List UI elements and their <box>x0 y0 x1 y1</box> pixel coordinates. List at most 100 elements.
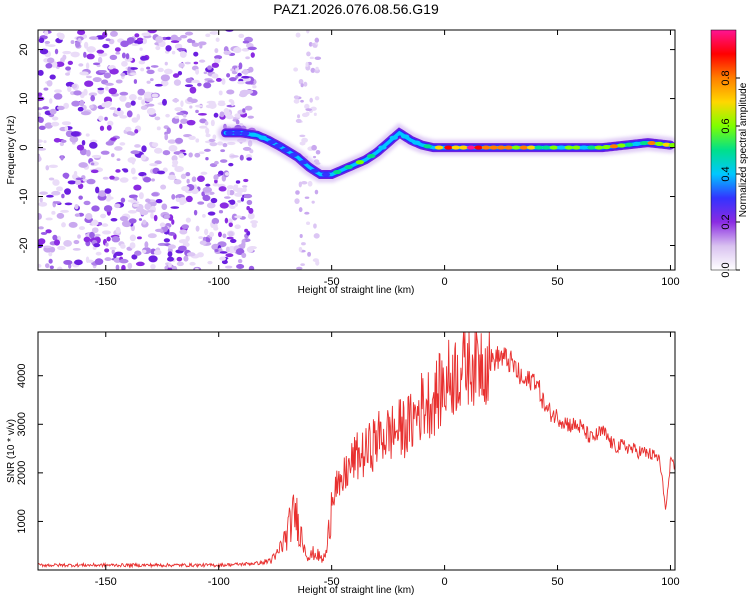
noise-blob <box>199 44 203 49</box>
noise-blob <box>301 137 308 143</box>
noise-blob <box>184 84 194 88</box>
noise-blob <box>150 264 156 270</box>
noise-blob <box>202 194 211 202</box>
noise-blob <box>140 67 145 72</box>
noise-blob <box>141 99 146 105</box>
noise-blob <box>251 222 257 228</box>
noise-blob <box>85 133 90 137</box>
noise-blob <box>205 104 213 109</box>
noise-blob <box>138 172 147 177</box>
noise-blob <box>126 37 135 44</box>
noise-blob <box>114 203 121 209</box>
noise-blob <box>119 215 129 222</box>
ridge-amplitude-mark <box>481 145 491 150</box>
noise-blob <box>214 48 219 54</box>
noise-blob <box>100 150 110 155</box>
noise-blob <box>114 146 123 151</box>
noise-blob <box>229 154 239 158</box>
noise-blob <box>60 155 64 161</box>
noise-blob <box>180 34 188 39</box>
noise-blob <box>304 196 310 199</box>
noise-blob <box>125 53 130 60</box>
noise-blob <box>56 105 65 111</box>
spectrogram-xtick-label: -100 <box>208 276 230 288</box>
noise-blob <box>67 86 72 92</box>
noise-blob <box>50 121 60 127</box>
noise-blob <box>223 107 230 114</box>
noise-blob <box>219 159 228 163</box>
colorbar: 0.0 0.2 0.4 0.6 0.8 Normalized spectral ampl… <box>710 29 749 278</box>
noise-blob <box>299 234 303 239</box>
noise-blob <box>127 66 131 74</box>
noise-blob <box>38 37 45 44</box>
noise-blob <box>210 119 215 127</box>
noise-blob <box>197 201 205 205</box>
noise-blob <box>77 234 81 239</box>
noise-blob <box>225 246 230 253</box>
noise-blob <box>228 222 233 228</box>
noise-blob <box>151 93 159 98</box>
noise-blob <box>137 96 143 101</box>
noise-blob <box>162 150 171 156</box>
noise-blob <box>63 259 73 265</box>
noise-blob <box>213 112 219 118</box>
noise-blob <box>248 66 254 73</box>
noise-blob <box>224 265 233 269</box>
noise-blob <box>55 61 65 67</box>
noise-blob <box>224 171 230 176</box>
noise-blob <box>205 157 209 161</box>
noise-blob <box>185 77 193 83</box>
noise-blob <box>198 59 206 63</box>
noise-blob <box>173 79 182 86</box>
noise-blob <box>171 117 180 124</box>
noise-blob <box>105 86 109 91</box>
noise-blob <box>228 231 234 237</box>
noise-blob <box>91 154 102 159</box>
noise-blob <box>229 205 236 209</box>
snr-xtick-label: -100 <box>208 576 230 588</box>
noise-blob <box>230 238 237 243</box>
noise-blob <box>63 239 73 247</box>
spectrogram-xtick-label: 50 <box>551 276 563 288</box>
noise-blob <box>38 213 42 220</box>
noise-blob <box>233 46 242 54</box>
noise-blob <box>194 104 204 108</box>
ridge-amplitude-mark <box>233 130 242 135</box>
noise-blob <box>245 56 250 60</box>
noise-blob <box>153 249 162 256</box>
noise-blob <box>128 218 137 224</box>
ridge-amplitude-mark <box>299 160 308 165</box>
noise-blob <box>213 58 221 64</box>
noise-blob <box>170 206 180 209</box>
snr-frame <box>37 331 676 571</box>
noise-blob <box>300 99 304 103</box>
ridge-amplitude-mark <box>496 145 506 150</box>
spectrogram-xtick-label: 100 <box>661 276 679 288</box>
noise-blob <box>130 150 140 155</box>
noise-blob <box>74 203 79 210</box>
noise-blob <box>178 245 187 252</box>
noise-blob <box>209 231 215 238</box>
noise-blob <box>65 66 72 71</box>
noise-blob <box>201 191 206 197</box>
noise-blob <box>68 221 78 228</box>
noise-blob <box>128 194 138 199</box>
noise-blob <box>144 241 149 249</box>
noise-blob <box>242 146 252 151</box>
noise-blob <box>174 115 179 119</box>
noise-blob <box>184 61 191 65</box>
noise-blob <box>235 180 241 184</box>
noise-blob <box>130 167 136 175</box>
noise-blob <box>85 62 90 70</box>
noise-blob <box>313 223 317 229</box>
noise-blob <box>244 228 249 233</box>
noise-blob <box>306 51 311 57</box>
noise-blob <box>168 262 172 268</box>
noise-blob <box>222 143 228 148</box>
noise-blob <box>101 223 109 227</box>
colorbar-tick-label: 0.6 <box>720 118 732 133</box>
colorbar-tick-label: 0.4 <box>720 166 732 181</box>
noise-blob <box>52 234 58 241</box>
noise-blob <box>164 61 168 66</box>
noise-blob <box>193 61 199 65</box>
